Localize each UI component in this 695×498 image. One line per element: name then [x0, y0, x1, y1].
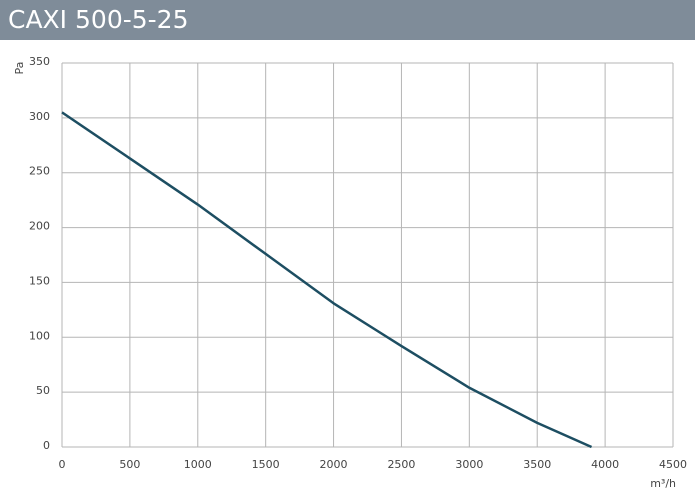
x-tick-label: 2000 — [320, 458, 348, 471]
x-tick-label: 1000 — [184, 458, 212, 471]
x-tick-label: 3500 — [523, 458, 551, 471]
curve — [61, 111, 593, 449]
y-tick-label: 200 — [29, 220, 50, 233]
x-tick-label: 4500 — [659, 458, 687, 471]
y-axis-label: Pa — [13, 62, 26, 75]
y-tick-label: 150 — [29, 274, 50, 287]
y-tick-label: 300 — [29, 110, 50, 123]
x-tick-label: 1500 — [252, 458, 280, 471]
y-tick-label: 100 — [29, 329, 50, 342]
header-bar — [0, 0, 695, 40]
x-tick-label: 4000 — [591, 458, 619, 471]
y-tick-label: 50 — [36, 384, 50, 397]
y-tick-label: 350 — [29, 55, 50, 68]
y-tick-label: 250 — [29, 165, 50, 178]
x-axis-label: m³/h — [650, 477, 676, 490]
x-tick-label: 2500 — [387, 458, 415, 471]
chart-title: CAXI 500-5-25 — [8, 5, 188, 34]
x-tick-label: 500 — [119, 458, 140, 471]
x-tick-label: 0 — [59, 458, 66, 471]
x-tick-label: 3000 — [455, 458, 483, 471]
y-tick-label: 0 — [43, 439, 50, 452]
